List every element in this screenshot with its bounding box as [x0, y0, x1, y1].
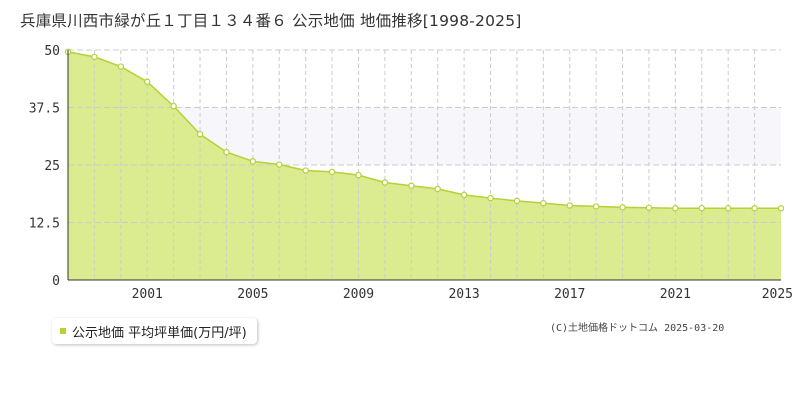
y-tick-label: 25: [44, 159, 60, 174]
data-point: [276, 161, 283, 168]
x-tick-label: 2025: [762, 287, 793, 302]
data-point: [592, 203, 600, 210]
x-tick-label: 2001: [132, 287, 163, 302]
data-point: [196, 130, 204, 138]
x-tick-label: 2017: [554, 287, 585, 302]
data-point: [408, 182, 415, 189]
data-point: [144, 78, 151, 85]
data-point: [91, 53, 98, 61]
data-point: [513, 197, 521, 205]
data-point: [223, 148, 230, 156]
data-point: [355, 171, 362, 179]
data-point: [487, 194, 494, 202]
data-point: [645, 204, 653, 211]
series-area: [68, 51, 781, 281]
data-point: [540, 199, 547, 207]
data-point: [724, 205, 732, 212]
data-point: [434, 185, 441, 193]
legend-marker: [60, 328, 66, 334]
data-point: [328, 168, 336, 176]
legend: 公示地価 平均坪単価(万円/坪): [52, 318, 257, 344]
data-point: [619, 204, 626, 211]
x-tick-label: 2021: [660, 287, 691, 302]
data-point: [249, 158, 257, 165]
data-point: [566, 202, 573, 209]
x-tick-label: 2009: [343, 287, 374, 302]
data-point: [381, 179, 389, 186]
y-tick-label: 50: [44, 44, 60, 59]
series-line: [67, 51, 781, 209]
x-tick-label: 2013: [448, 287, 479, 302]
data-point: [117, 63, 125, 70]
data-point: [302, 167, 309, 174]
chart-title: 兵庫県川西市緑が丘１丁目１３４番６ 公示地価 地価推移[1998-2025]: [20, 12, 522, 30]
data-point: [698, 205, 705, 212]
copyright-text: (C)土地価格ドットコム 2025-03-20: [550, 323, 725, 334]
data-point: [777, 205, 785, 212]
y-tick-label: 12.5: [29, 217, 60, 232]
legend-label: 公示地価 平均坪単価(万円/坪): [72, 325, 247, 341]
data-point: [672, 205, 679, 212]
y-tick-label: 37.5: [29, 102, 60, 117]
data-point: [170, 102, 177, 110]
data-point: [460, 191, 468, 199]
y-tick-label: 0: [52, 274, 60, 289]
data-point: [751, 205, 758, 212]
x-tick-label: 2005: [237, 287, 268, 302]
